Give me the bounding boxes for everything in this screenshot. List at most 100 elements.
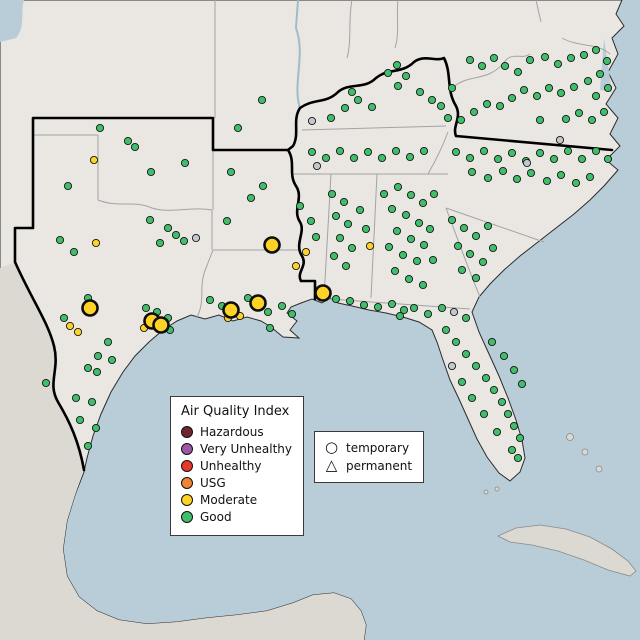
monitor-dot-good[interactable] xyxy=(363,147,373,157)
monitor-dot-good[interactable] xyxy=(457,377,467,387)
monitor-dot-good[interactable] xyxy=(353,95,363,105)
monitor-dot-good[interactable] xyxy=(331,294,341,304)
monitor-dot-good[interactable] xyxy=(233,123,243,133)
monitor-dot-good[interactable] xyxy=(461,313,471,323)
monitor-dot-good[interactable] xyxy=(329,251,339,261)
monitor-dot-good[interactable] xyxy=(341,261,351,271)
monitor-dot-good[interactable] xyxy=(512,174,522,184)
monitor-dot-good[interactable] xyxy=(507,93,517,103)
monitor-dot-good[interactable] xyxy=(179,236,189,246)
monitor-dot-good[interactable] xyxy=(447,83,457,93)
monitor-dot-good[interactable] xyxy=(602,56,612,66)
monitor-dot-good[interactable] xyxy=(482,99,492,109)
monitor-dot-good[interactable] xyxy=(495,101,505,111)
monitor-dot-good[interactable] xyxy=(561,114,571,124)
monitor-dot-good[interactable] xyxy=(361,224,371,234)
monitor-dot-good[interactable] xyxy=(498,166,508,176)
monitor-dot-good[interactable] xyxy=(418,198,428,208)
monitor-dot-good[interactable] xyxy=(63,181,73,191)
monitor-dot-good[interactable] xyxy=(392,226,402,236)
monitor-dot-good[interactable] xyxy=(519,85,529,95)
monitor-dot-moderate[interactable] xyxy=(291,261,301,271)
monitor-dot-moderate[interactable] xyxy=(73,327,83,337)
monitor-dot-good[interactable] xyxy=(69,247,79,257)
monitor-dot-good[interactable] xyxy=(571,178,581,188)
monitor-dot-good[interactable] xyxy=(391,146,401,156)
monitor-dot-good[interactable] xyxy=(93,351,103,361)
monitor-dot-good[interactable] xyxy=(457,265,467,275)
monitor-dot-good[interactable] xyxy=(406,234,416,244)
monitor-dot-good[interactable] xyxy=(387,299,397,309)
monitor-dot-good[interactable] xyxy=(509,421,519,431)
monitor-dot-good[interactable] xyxy=(549,154,559,164)
monitor-dot-good[interactable] xyxy=(311,232,321,242)
monitor-dot-good[interactable] xyxy=(603,83,613,93)
monitor-dot-good[interactable] xyxy=(453,241,463,251)
monitor-dot-good[interactable] xyxy=(481,373,491,383)
monitor-dot-good[interactable] xyxy=(393,182,403,192)
monitor-dot-nodata[interactable] xyxy=(449,307,459,317)
monitor-dot-good[interactable] xyxy=(75,415,85,425)
monitor-dot-good[interactable] xyxy=(327,189,337,199)
monitor-dot-good[interactable] xyxy=(503,409,513,419)
monitor-dot-good[interactable] xyxy=(465,249,475,259)
monitor-dot-good[interactable] xyxy=(544,83,554,93)
monitor-dot-good[interactable] xyxy=(540,52,550,62)
monitor-dot-good[interactable] xyxy=(141,303,151,313)
monitor-dot-good[interactable] xyxy=(591,45,601,55)
monitor-dot-nodata[interactable] xyxy=(191,233,201,243)
monitor-dot-good[interactable] xyxy=(591,146,601,156)
monitor-dot-good[interactable] xyxy=(436,101,446,111)
monitor-dot-good[interactable] xyxy=(465,153,475,163)
monitor-dot-nodata[interactable] xyxy=(522,158,532,168)
monitor-dot-moderate[interactable] xyxy=(301,247,311,257)
monitor-dot-good[interactable] xyxy=(335,233,345,243)
monitor-dot-good[interactable] xyxy=(465,55,475,65)
monitor-dot-good[interactable] xyxy=(406,190,416,200)
monitor-dot-moderate[interactable] xyxy=(65,321,75,331)
monitor-dot-good[interactable] xyxy=(345,296,355,306)
monitor-dot-moderate[interactable] xyxy=(89,155,99,165)
monitor-dot-good[interactable] xyxy=(451,147,461,157)
monitor-dot-good[interactable] xyxy=(425,224,435,234)
monitor-dot-good[interactable] xyxy=(409,303,419,313)
monitor-dot-good[interactable] xyxy=(383,68,393,78)
monitor-dot-good[interactable] xyxy=(398,250,408,260)
monitor-dot-good[interactable] xyxy=(579,50,589,60)
monitor-dot-good[interactable] xyxy=(419,240,429,250)
monitor-dot-good[interactable] xyxy=(461,349,471,359)
monitor-dot-good[interactable] xyxy=(556,88,566,98)
monitor-dot-good[interactable] xyxy=(419,146,429,156)
monitor-dot-good[interactable] xyxy=(257,95,267,105)
monitor-dot-good[interactable] xyxy=(595,69,605,79)
monitor-dot-good[interactable] xyxy=(497,397,507,407)
monitor-dot-good[interactable] xyxy=(418,280,428,290)
monitor-dot-good[interactable] xyxy=(390,266,400,276)
monitor-dot-good[interactable] xyxy=(349,153,359,163)
monitor-dot-nodata[interactable] xyxy=(312,161,322,171)
monitor-dot-good[interactable] xyxy=(263,307,273,317)
monitor-dot-good[interactable] xyxy=(603,154,613,164)
monitor-dot-good[interactable] xyxy=(513,67,523,77)
monitor-dot-good[interactable] xyxy=(87,397,97,407)
monitor-dot-good[interactable] xyxy=(415,87,425,97)
temporary-monitor-dot-moderate[interactable] xyxy=(222,301,240,319)
monitor-dot-good[interactable] xyxy=(226,167,236,177)
monitor-dot-moderate[interactable] xyxy=(365,241,375,251)
temporary-monitor-dot-moderate[interactable] xyxy=(263,236,281,254)
monitor-dot-good[interactable] xyxy=(479,146,489,156)
monitor-dot-good[interactable] xyxy=(515,433,525,443)
monitor-dot-good[interactable] xyxy=(535,148,545,158)
monitor-dot-good[interactable] xyxy=(591,91,601,101)
monitor-dot-nodata[interactable] xyxy=(447,361,457,371)
monitor-dot-good[interactable] xyxy=(574,108,584,118)
monitor-dot-good[interactable] xyxy=(258,181,268,191)
monitor-dot-good[interactable] xyxy=(488,243,498,253)
monitor-dot-good[interactable] xyxy=(91,423,101,433)
monitor-dot-good[interactable] xyxy=(483,173,493,183)
monitor-dot-good[interactable] xyxy=(443,113,453,123)
monitor-dot-good[interactable] xyxy=(392,60,402,70)
monitor-dot-good[interactable] xyxy=(265,323,275,333)
monitor-dot-good[interactable] xyxy=(307,147,317,157)
monitor-dot-good[interactable] xyxy=(340,103,350,113)
